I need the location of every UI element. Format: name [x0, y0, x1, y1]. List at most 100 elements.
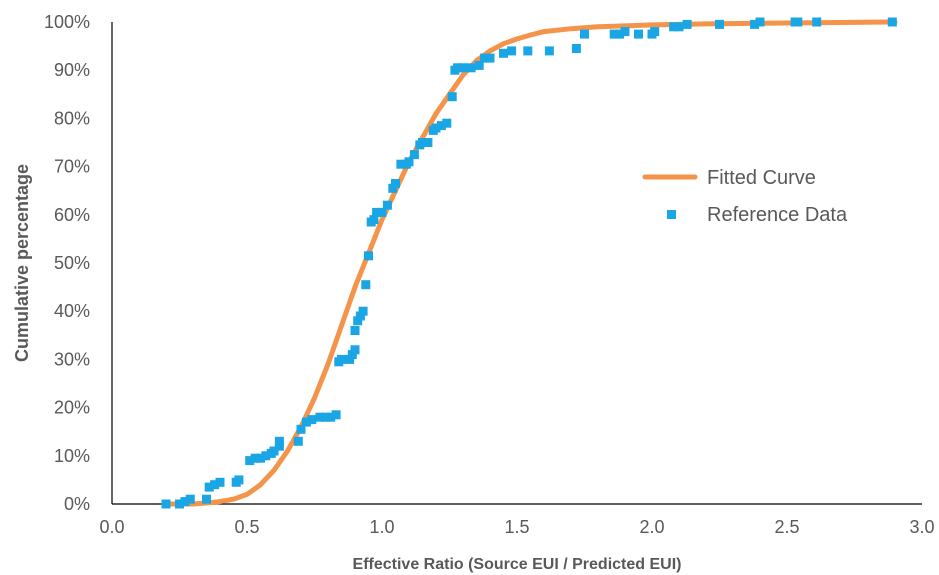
- data-point: [615, 29, 625, 39]
- data-point: [234, 475, 244, 485]
- x-tick-label: 2.0: [639, 517, 664, 537]
- data-point: [499, 48, 508, 58]
- y-tick-label: 60%: [54, 205, 90, 225]
- data-point: [388, 183, 398, 193]
- data-point: [480, 53, 490, 63]
- data-point: [453, 63, 463, 73]
- y-tick-label: 40%: [54, 301, 90, 321]
- y-tick-label: 20%: [54, 398, 90, 418]
- data-point: [210, 480, 220, 490]
- data-point: [358, 306, 368, 316]
- data-point: [296, 424, 306, 434]
- legend-label-reference-data: Reference Data: [707, 204, 848, 226]
- data-point: [409, 150, 419, 160]
- data-point: [418, 138, 427, 147]
- x-tick-label: 1.0: [369, 517, 394, 537]
- data-point: [180, 497, 190, 507]
- data-point: [436, 121, 446, 131]
- data-point: [423, 138, 433, 147]
- x-axis-title: Effective Ratio (Source EUI / Predicted …: [353, 556, 682, 573]
- data-point: [474, 60, 484, 70]
- data-point: [507, 46, 517, 56]
- data-point: [293, 436, 303, 446]
- y-tick-label: 70%: [54, 157, 90, 177]
- data-point: [404, 157, 414, 167]
- data-point: [447, 92, 457, 102]
- y-tick-labels: 0% 10% 20% 30% 40% 50% 60% 70% 80% 90% 100%: [44, 12, 90, 514]
- data-point: [391, 179, 400, 188]
- data-point: [347, 350, 357, 360]
- data-point: [571, 44, 581, 53]
- legend-label-fitted-curve: Fitted Curve: [707, 167, 816, 189]
- data-point: [887, 17, 897, 27]
- data-point: [377, 207, 387, 217]
- y-tick-label: 0%: [64, 494, 90, 514]
- data-point: [337, 354, 346, 364]
- plot-area: 0.0 0.5 1.0 1.5 2.0 2.5 3.0 0% 10% 20% 30% 40% 50% 6…: [44, 12, 935, 537]
- data-point: [442, 118, 452, 128]
- data-point: [274, 436, 284, 446]
- data-point: [353, 316, 363, 326]
- y-tick-label: 50%: [54, 253, 90, 273]
- data-point: [350, 345, 360, 355]
- data-point: [382, 200, 392, 210]
- data-point: [793, 17, 803, 27]
- data-point: [250, 453, 260, 463]
- data-point: [715, 19, 724, 29]
- data-point: [301, 417, 311, 427]
- x-tick-labels: 0.0 0.5 1.0 1.5 2.0 2.5 3.0: [99, 517, 934, 537]
- data-point: [755, 17, 765, 27]
- data-point: [202, 494, 211, 504]
- data-point: [269, 446, 279, 456]
- y-tick-label: 100%: [44, 12, 90, 32]
- x-tick-label: 0.5: [234, 517, 259, 537]
- data-point: [361, 280, 371, 290]
- data-point: [620, 27, 630, 37]
- data-point: [215, 477, 225, 487]
- data-point: [261, 451, 271, 461]
- data-point: [431, 123, 441, 133]
- data-point: [523, 46, 533, 56]
- data-point: [682, 19, 692, 29]
- x-tick-label: 2.5: [774, 517, 799, 537]
- data-point: [315, 412, 325, 422]
- data-point: [544, 46, 554, 56]
- data-point: [307, 415, 317, 425]
- data-point: [369, 215, 379, 225]
- data-point: [812, 17, 822, 27]
- y-tick-label: 80%: [54, 108, 90, 128]
- data-point: [245, 456, 255, 466]
- x-tick-label: 1.5: [504, 517, 529, 537]
- data-point: [256, 453, 265, 463]
- data-point: [650, 27, 660, 37]
- data-point: [372, 207, 382, 217]
- data-point: [345, 354, 355, 364]
- data-point: [331, 410, 341, 420]
- data-point: [634, 29, 643, 39]
- y-tick-label: 30%: [54, 349, 90, 369]
- data-point: [204, 482, 214, 492]
- series-line-fitted-curve: [163, 19, 898, 507]
- legend: Fitted Curve Reference Data: [642, 167, 848, 226]
- data-point: [161, 499, 171, 509]
- data-point: [580, 29, 589, 39]
- x-tick-label: 0.0: [99, 517, 124, 537]
- data-point: [320, 412, 330, 422]
- data-point: [485, 53, 495, 63]
- data-point: [350, 326, 360, 335]
- data-point: [175, 499, 184, 509]
- series-reference-data-points: [161, 17, 897, 509]
- y-axis-title: Cumulative percentage: [12, 164, 32, 362]
- data-point: [458, 63, 468, 73]
- data-point: [364, 251, 373, 261]
- data-point: [355, 311, 365, 321]
- data-point: [274, 441, 284, 451]
- data-point: [609, 29, 619, 39]
- data-point: [750, 19, 760, 29]
- data-point: [466, 63, 476, 73]
- data-point: [185, 494, 195, 504]
- x-tick-label: 3.0: [909, 517, 934, 537]
- legend-swatch-reference-data: [667, 210, 676, 219]
- data-point: [326, 412, 336, 422]
